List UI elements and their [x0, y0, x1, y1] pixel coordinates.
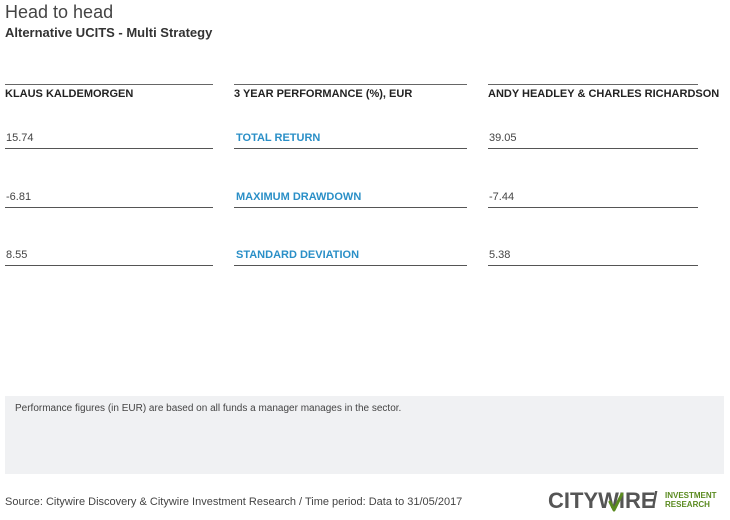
right-std-dev-value: 5.38 — [488, 249, 698, 266]
page-title: Head to head — [5, 2, 114, 22]
source-footnote: Source: Citywire Discovery & Citywire In… — [5, 496, 463, 508]
manager-right-name: ANDY HEADLEY & CHARLES RICHARDSON — [488, 84, 719, 108]
metric-standard-deviation: STANDARD DEVIATION — [234, 249, 467, 266]
logo-slash: / — [652, 489, 658, 511]
metric-maximum-drawdown: MAXIMUM DRAWDOWN — [234, 191, 467, 208]
check-mark-icon — [608, 492, 624, 512]
logo-investment-text: INVESTMENT — [665, 491, 717, 500]
right-total-return-value: 39.05 — [488, 132, 698, 149]
performance-note: Performance figures (in EUR) are based o… — [5, 396, 724, 474]
manager-left-column: KLAUS KALDEMORGEN 15.74 -6.81 8.55 — [5, 84, 213, 266]
page-subtitle: Alternative UCITS - Multi Strategy — [5, 25, 213, 40]
right-max-drawdown-value: -7.44 — [488, 191, 698, 208]
manager-left-name: KLAUS KALDEMORGEN — [5, 84, 213, 108]
logo-investment-research: INVESTMENT RESEARCH — [665, 491, 727, 509]
logo-wordmark: CITYWIRE — [548, 488, 656, 513]
metrics-heading: 3 YEAR PERFORMANCE (%), EUR — [234, 84, 467, 108]
left-total-return-value: 15.74 — [5, 132, 213, 149]
left-std-dev-value: 8.55 — [5, 249, 213, 266]
metrics-column: 3 YEAR PERFORMANCE (%), EUR TOTAL RETURN… — [234, 84, 467, 266]
logo-research-text: RESEARCH — [665, 500, 710, 509]
manager-right-column: ANDY HEADLEY & CHARLES RICHARDSON 39.05 … — [488, 84, 719, 266]
left-max-drawdown-value: -6.81 — [5, 191, 213, 208]
metric-total-return: TOTAL RETURN — [234, 132, 467, 149]
citywire-logo: CITYWIRE / INVESTMENT RESEARCH — [548, 488, 728, 518]
